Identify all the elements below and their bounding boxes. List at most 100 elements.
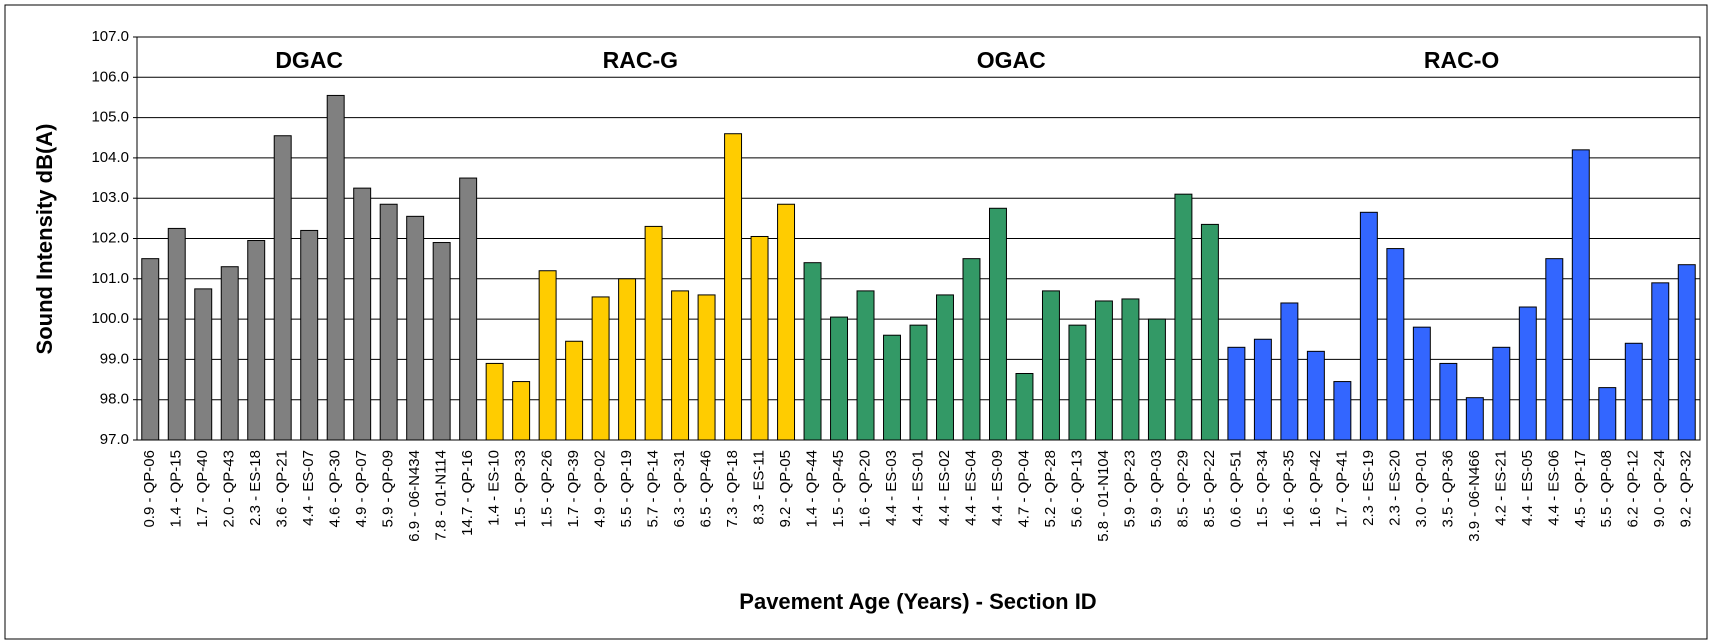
y-axis-title: Sound Intensity dB(A)	[32, 124, 57, 355]
x-tick-label: 3.5 - QP-36	[1439, 450, 1456, 528]
bar	[1598, 387, 1617, 441]
bar	[830, 316, 849, 441]
x-tick-label: 8.3 - ES-11	[751, 450, 768, 525]
x-tick-label: 5.6 - QP-13	[1068, 450, 1085, 528]
x-tick-label: 1.6 - QP-35	[1280, 450, 1297, 528]
bar	[1677, 264, 1696, 441]
bar	[1492, 346, 1511, 441]
bar	[406, 215, 425, 441]
x-tick-label: 5.9 - QP-03	[1148, 450, 1165, 528]
bar	[1121, 298, 1140, 441]
x-tick-label: 3.0 - QP-01	[1413, 450, 1430, 528]
bar	[591, 296, 610, 441]
x-axis-title: Pavement Age (Years) - Section ID	[739, 589, 1096, 614]
x-tick-label: 2.0 - QP-43	[221, 450, 238, 528]
bar	[1571, 149, 1590, 441]
bar	[1200, 223, 1219, 441]
bar	[1386, 248, 1405, 441]
bar	[459, 177, 478, 441]
y-tick-label: 103.0	[91, 189, 129, 206]
x-tick-label: 1.6 - QP-20	[856, 450, 873, 528]
bar	[1041, 290, 1060, 441]
x-tick-label: 14.7 - QP-16	[459, 450, 476, 536]
bar	[379, 203, 398, 441]
x-tick-label: 2.3 - ES-20	[1386, 450, 1403, 526]
y-tick-label: 99.0	[100, 350, 129, 367]
bar	[988, 207, 1007, 441]
bar	[1015, 373, 1034, 441]
bar	[777, 203, 796, 441]
x-tick-label: 9.0 - QP-24	[1651, 450, 1668, 528]
x-tick-label: 4.4 - ES-03	[883, 450, 900, 526]
bar	[300, 229, 319, 441]
x-tick-label: 1.6 - QP-42	[1307, 450, 1324, 528]
bar	[1518, 306, 1537, 441]
x-tick-label: 3.9 - 06-N466	[1466, 450, 1483, 542]
x-tick-label: 1.7 - QP-40	[194, 450, 211, 528]
x-tick-label: 8.5 - QP-29	[1174, 450, 1191, 528]
bar	[273, 135, 292, 441]
x-tick-label: 1.4 - QP-15	[168, 450, 185, 528]
bar	[618, 278, 637, 441]
y-tick-label: 107.0	[91, 28, 129, 45]
x-tick-label: 3.6 - QP-21	[274, 450, 291, 528]
x-tick-label: 1.5 - QP-45	[830, 450, 847, 528]
group-label: RAC-G	[603, 47, 678, 73]
bar	[697, 294, 716, 441]
x-tick-label: 0.6 - QP-51	[1227, 450, 1244, 528]
bar	[1174, 193, 1193, 441]
group-label: RAC-O	[1424, 47, 1499, 73]
x-tick-label: 4.9 - QP-07	[353, 450, 370, 528]
x-tick-label: 4.4 - ES-09	[989, 450, 1006, 526]
bar	[671, 290, 690, 441]
bar	[538, 270, 557, 441]
bar	[856, 290, 875, 441]
bar	[247, 240, 266, 441]
y-tick-label: 104.0	[91, 149, 129, 166]
bar	[1333, 381, 1352, 441]
bar	[1545, 258, 1564, 441]
x-tick-label: 1.5 - QP-33	[512, 450, 529, 528]
x-tick-label: 1.4 - ES-10	[486, 450, 503, 526]
x-tick-label: 6.9 - 06-N434	[406, 450, 423, 542]
x-tick-label: 4.5 - QP-17	[1572, 450, 1589, 528]
bar	[803, 262, 822, 441]
x-tick-label: 4.6 - QP-30	[327, 450, 344, 528]
x-tick-label: 5.5 - QP-19	[618, 450, 635, 528]
x-tick-label: 1.7 - QP-39	[565, 450, 582, 528]
x-tick-label: 4.4 - ES-04	[962, 450, 979, 526]
x-tick-label: 9.2 - QP-05	[777, 450, 794, 528]
bar	[1624, 342, 1643, 441]
bar	[1359, 211, 1378, 441]
bar	[644, 225, 663, 441]
y-tick-label: 105.0	[91, 109, 129, 126]
y-tick-label: 102.0	[91, 229, 129, 246]
x-tick-label: 1.7 - QP-41	[1333, 450, 1350, 528]
bar	[194, 288, 213, 441]
bar	[432, 242, 451, 441]
bar	[1227, 346, 1246, 441]
x-tick-label: 6.5 - QP-46	[698, 450, 715, 528]
x-tick-label: 1.4 - QP-44	[804, 450, 821, 528]
x-tick-label: 1.5 - QP-26	[539, 450, 556, 528]
x-tick-label: 4.9 - QP-02	[592, 450, 609, 528]
bar	[883, 334, 901, 441]
bar	[326, 94, 345, 441]
bar	[220, 266, 239, 441]
group-label: DGAC	[275, 47, 343, 73]
x-tick-label: 5.9 - QP-23	[1121, 450, 1138, 528]
y-tick-label: 97.0	[100, 431, 129, 448]
x-tick-label: 5.5 - QP-08	[1598, 450, 1615, 528]
bar	[1280, 302, 1299, 441]
bar	[909, 324, 928, 441]
x-tick-label: 2.3 - ES-19	[1360, 450, 1377, 526]
x-tick-label: 5.2 - QP-28	[1042, 450, 1059, 528]
bar	[1439, 362, 1458, 441]
x-tick-label: 4.2 - ES-21	[1492, 450, 1509, 526]
x-tick-label: 2.3 - ES-18	[247, 450, 264, 526]
bar	[1147, 318, 1166, 441]
bar	[485, 362, 504, 441]
bar	[936, 294, 954, 441]
x-tick-label: 5.7 - QP-14	[645, 450, 662, 528]
bar	[1068, 324, 1087, 441]
